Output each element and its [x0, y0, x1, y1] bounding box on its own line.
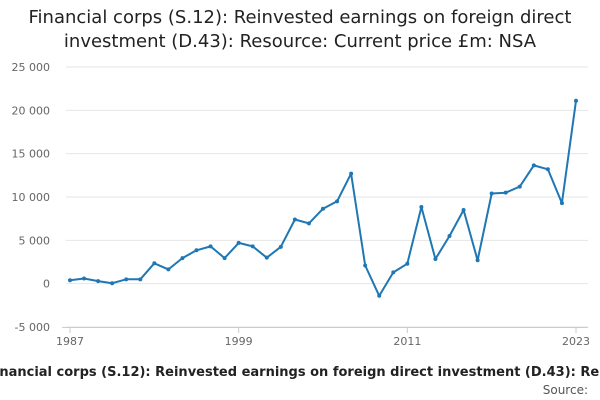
data-point[interactable] [138, 277, 143, 282]
data-point[interactable] [292, 217, 297, 222]
data-point[interactable] [531, 163, 536, 168]
x-tick-label: 2023 [562, 335, 590, 348]
data-point[interactable] [475, 258, 480, 263]
x-tick-label: 1987 [56, 335, 84, 348]
y-tick-label: 10 000 [12, 191, 51, 204]
data-point[interactable] [110, 281, 115, 286]
data-point[interactable] [419, 204, 424, 209]
y-tick-label: 25 000 [12, 61, 51, 74]
data-point[interactable] [222, 256, 227, 261]
axes: -5 000 0 5 000 10 000 15 000 20 000 25 000 1987… [12, 61, 591, 348]
y-tick-label: 0 [43, 278, 50, 291]
data-point[interactable] [335, 199, 340, 204]
data-point[interactable] [166, 267, 171, 272]
data-point[interactable] [236, 240, 241, 245]
data-point[interactable] [82, 276, 87, 281]
data-point[interactable] [489, 191, 494, 196]
y-tick-label: -5 000 [15, 321, 50, 334]
data-point[interactable] [461, 208, 466, 212]
data-point[interactable] [278, 244, 283, 249]
y-tick-label: 15 000 [12, 148, 51, 161]
data-point[interactable] [124, 277, 129, 282]
data-point[interactable] [405, 261, 410, 266]
data-point[interactable] [447, 234, 452, 238]
chart-title: Financial corps (S.12): Reinvested earni… [0, 6, 600, 54]
x-tick-label: 2011 [393, 335, 421, 348]
data-point[interactable] [433, 256, 438, 261]
y-tick-label: 5 000 [19, 234, 51, 247]
chart-title-line-1: Financial corps (S.12): Reinvested earni… [28, 7, 572, 28]
data-point[interactable] [377, 293, 382, 298]
data-point[interactable] [194, 248, 199, 253]
data-point[interactable] [180, 256, 185, 261]
data-point[interactable] [349, 171, 354, 176]
data-series [68, 98, 578, 298]
data-point[interactable] [503, 190, 508, 195]
series-line [69, 100, 577, 297]
x-axis-label: Financial corps (S.12): Reinvested earni… [0, 365, 600, 380]
grid-lines [66, 66, 588, 328]
data-point[interactable] [574, 98, 578, 103]
y-tick-label: 20 000 [12, 104, 51, 117]
data-point[interactable] [96, 279, 101, 284]
data-point[interactable] [321, 206, 325, 211]
x-tick-label: 1999 [225, 335, 253, 348]
chart-title-line-2: investment (D.43): Resource: Current pri… [63, 31, 537, 52]
data-point[interactable] [517, 184, 522, 189]
data-point[interactable] [264, 255, 269, 260]
data-point[interactable] [559, 201, 564, 206]
data-point[interactable] [545, 167, 550, 172]
data-point[interactable] [208, 244, 213, 249]
data-point[interactable] [250, 244, 255, 249]
source-label: Source: [542, 383, 588, 397]
data-point[interactable] [306, 221, 311, 226]
data-point[interactable] [363, 263, 368, 268]
data-point[interactable] [68, 278, 72, 283]
data-point[interactable] [152, 261, 157, 266]
data-point[interactable] [391, 270, 396, 275]
